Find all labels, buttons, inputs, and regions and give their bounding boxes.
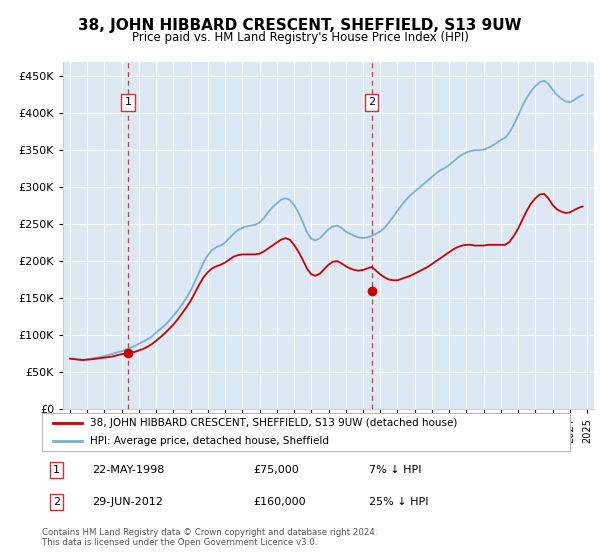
- Text: 2: 2: [53, 497, 61, 507]
- Text: 38, JOHN HIBBARD CRESCENT, SHEFFIELD, S13 9UW (detached house): 38, JOHN HIBBARD CRESCENT, SHEFFIELD, S1…: [89, 418, 457, 428]
- Text: Contains HM Land Registry data © Crown copyright and database right 2024.
This d: Contains HM Land Registry data © Crown c…: [42, 528, 377, 547]
- Text: 7% ↓ HPI: 7% ↓ HPI: [370, 465, 422, 475]
- Text: £75,000: £75,000: [253, 465, 299, 475]
- Text: 1: 1: [125, 97, 131, 107]
- Text: £160,000: £160,000: [253, 497, 306, 507]
- Text: 22-MAY-1998: 22-MAY-1998: [92, 465, 164, 475]
- Text: 38, JOHN HIBBARD CRESCENT, SHEFFIELD, S13 9UW: 38, JOHN HIBBARD CRESCENT, SHEFFIELD, S1…: [78, 18, 522, 33]
- Text: 1: 1: [53, 465, 60, 475]
- Text: 2: 2: [368, 97, 375, 107]
- Text: 29-JUN-2012: 29-JUN-2012: [92, 497, 163, 507]
- Text: HPI: Average price, detached house, Sheffield: HPI: Average price, detached house, Shef…: [89, 436, 329, 446]
- Text: 25% ↓ HPI: 25% ↓ HPI: [370, 497, 429, 507]
- Text: Price paid vs. HM Land Registry's House Price Index (HPI): Price paid vs. HM Land Registry's House …: [131, 31, 469, 44]
